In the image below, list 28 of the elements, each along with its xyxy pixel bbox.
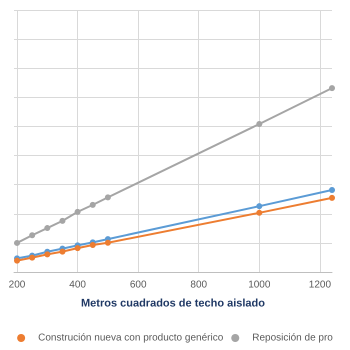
point bbox=[74, 245, 81, 252]
point bbox=[44, 251, 50, 258]
point bbox=[256, 120, 262, 127]
legend-label: Construción nueva con producto genérico bbox=[38, 332, 224, 344]
point bbox=[104, 194, 111, 200]
x-tick-label: 600 bbox=[130, 280, 147, 290]
x-tick-label: 800 bbox=[190, 280, 208, 290]
point bbox=[329, 85, 335, 92]
point bbox=[44, 225, 50, 232]
point bbox=[74, 208, 81, 215]
point bbox=[90, 202, 96, 208]
point bbox=[14, 258, 20, 264]
point bbox=[14, 240, 20, 246]
point bbox=[59, 248, 66, 255]
x-tick-label: 200 bbox=[8, 280, 26, 290]
point bbox=[29, 232, 36, 238]
x-axis-title: Metros cuadrados de techo aislado bbox=[81, 298, 266, 310]
x-tick-label: 1000 bbox=[248, 280, 271, 290]
point bbox=[329, 187, 335, 193]
point bbox=[256, 203, 262, 210]
x-tick-label: 1200 bbox=[308, 280, 332, 290]
point bbox=[329, 194, 335, 201]
point bbox=[90, 242, 96, 248]
legend-label: Reposición de pro bbox=[252, 332, 334, 344]
point bbox=[104, 240, 111, 246]
point bbox=[59, 218, 66, 224]
x-tick-label: 400 bbox=[69, 280, 86, 290]
point bbox=[256, 210, 262, 216]
